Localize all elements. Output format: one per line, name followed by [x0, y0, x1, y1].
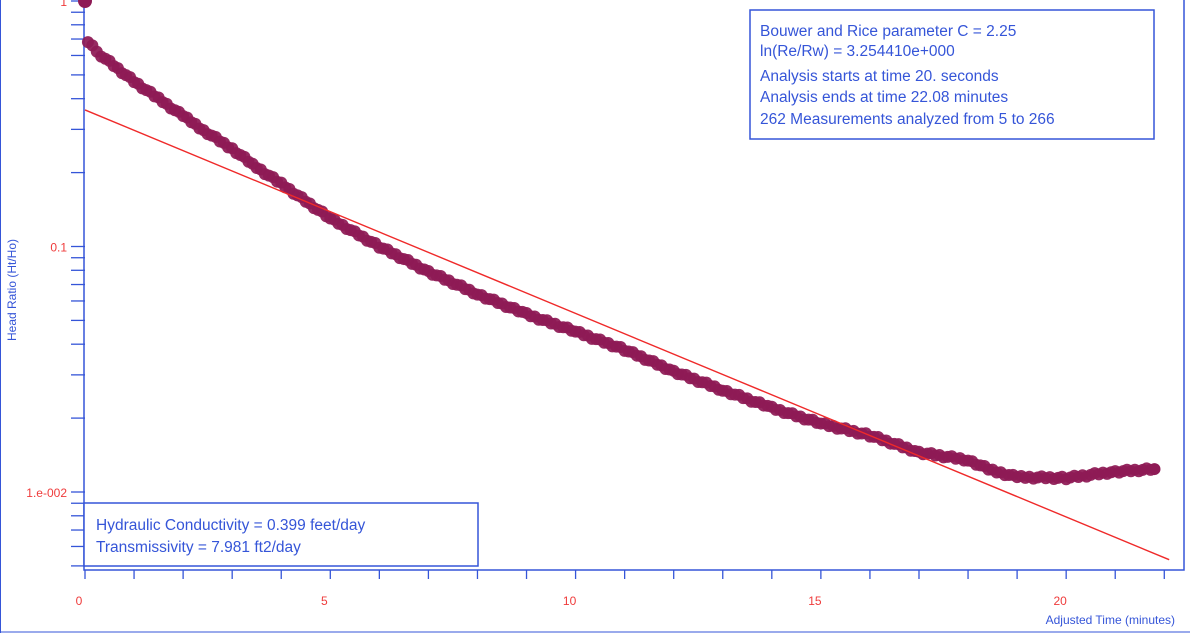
- y-tick-label: 1.e-002: [26, 486, 67, 500]
- hydraulic-conductivity-text: Hydraulic Conductivity = 0.399 feet/day: [96, 517, 365, 534]
- x-axis-title: Adjusted Time (minutes): [1046, 613, 1175, 627]
- results-box-frame: [83, 502, 479, 567]
- parameter-line-4: Analysis ends at time 22.08 minutes: [760, 89, 1008, 106]
- x-tick-label: 20: [1053, 594, 1067, 608]
- parameter-line-2: ln(Re/Rw) = 3.254410e+000: [760, 43, 955, 60]
- plot-frame: [83, 0, 1185, 571]
- transmissivity-text: Transmissivity = 7.981 ft2/day: [96, 539, 301, 556]
- y-tick-label: 1: [60, 0, 67, 9]
- x-tick-labels: 0 5 10 15 20: [76, 594, 1068, 608]
- parameters-box-frame: [749, 9, 1155, 140]
- x-tick-label: 15: [808, 594, 822, 608]
- x-tick-label: 0: [76, 594, 83, 608]
- y-axis-title: Head Ratio (Ht/Ho): [5, 239, 19, 341]
- fit-line-group: [84, 109, 1170, 561]
- parameter-line-3: Analysis starts at time 20. seconds: [760, 68, 999, 85]
- parameter-line-1: Bouwer and Rice parameter C = 2.25: [760, 23, 1016, 40]
- results-box: Hydraulic Conductivity = 0.399 feet/day …: [83, 502, 479, 567]
- data-point: [1148, 463, 1161, 476]
- fit-line: [84, 109, 1170, 561]
- y-tick-label: 0.1: [50, 241, 67, 255]
- data-point: [78, 0, 92, 8]
- x-tick-label: 5: [321, 594, 328, 608]
- measurement-points: [78, 0, 1161, 486]
- parameter-line-5: 262 Measurements analyzed from 5 to 266: [760, 111, 1055, 128]
- y-tick-labels: 1 0.1 1.e-002: [26, 0, 67, 500]
- x-tick-label: 10: [563, 594, 577, 608]
- axis-ticks: [71, 0, 1165, 579]
- parameters-box: Bouwer and Rice parameter C = 2.25 ln(Re…: [749, 9, 1155, 140]
